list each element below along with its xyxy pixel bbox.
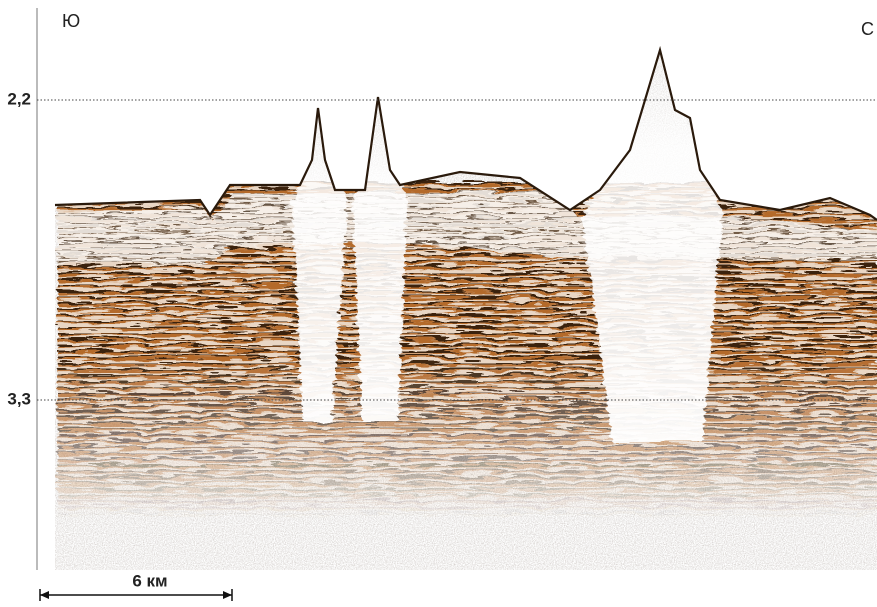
seismic-image xyxy=(55,30,877,570)
seismic-figure: 2,2 3,3 Ю С 6 км xyxy=(0,0,877,602)
scale-bar: 6 км xyxy=(40,571,232,601)
page: 2,2 3,3 Ю С 6 км (() => { const data = J… xyxy=(0,0,877,602)
axis-label: 2,2 xyxy=(7,89,31,108)
direction-label: Ю xyxy=(62,11,80,31)
direction-label: С xyxy=(861,19,874,39)
axis-label: 3,3 xyxy=(7,389,31,408)
scale-label: 6 км xyxy=(132,571,167,590)
